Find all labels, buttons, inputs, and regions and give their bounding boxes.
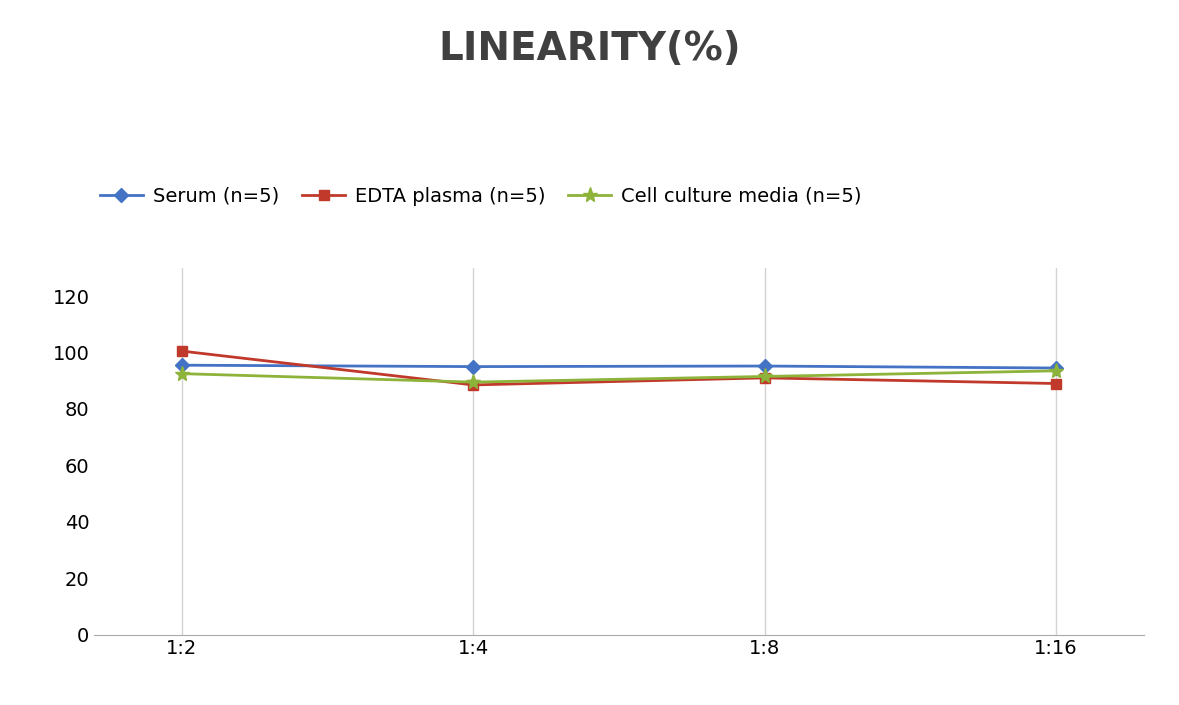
Cell culture media (n=5) bbox=[758, 372, 772, 381]
EDTA plasma (n=5) bbox=[1049, 379, 1063, 388]
Line: EDTA plasma (n=5): EDTA plasma (n=5) bbox=[177, 346, 1061, 390]
Serum (n=5) bbox=[466, 362, 480, 371]
Line: Serum (n=5): Serum (n=5) bbox=[177, 360, 1061, 373]
Cell culture media (n=5) bbox=[1049, 367, 1063, 375]
Serum (n=5) bbox=[758, 362, 772, 370]
EDTA plasma (n=5) bbox=[174, 347, 189, 355]
Legend: Serum (n=5), EDTA plasma (n=5), Cell culture media (n=5): Serum (n=5), EDTA plasma (n=5), Cell cul… bbox=[92, 179, 869, 214]
EDTA plasma (n=5) bbox=[466, 381, 480, 389]
Text: LINEARITY(%): LINEARITY(%) bbox=[439, 30, 740, 68]
Serum (n=5) bbox=[1049, 364, 1063, 372]
Cell culture media (n=5) bbox=[174, 369, 189, 378]
Line: Cell culture media (n=5): Cell culture media (n=5) bbox=[174, 363, 1063, 390]
EDTA plasma (n=5) bbox=[758, 374, 772, 382]
Serum (n=5) bbox=[174, 361, 189, 369]
Cell culture media (n=5) bbox=[466, 378, 480, 386]
